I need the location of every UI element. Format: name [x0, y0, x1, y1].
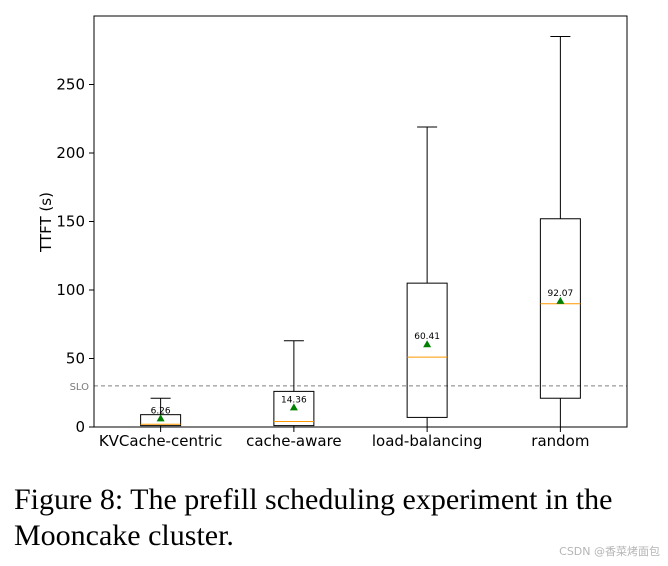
mean-label: 14.36	[281, 395, 307, 405]
slo-label: SLO	[70, 382, 90, 393]
y-tick-label: 100	[56, 281, 85, 299]
box-cache-aware: 14.36	[273, 340, 315, 428]
y-tick-label: 0	[75, 418, 85, 436]
box-plot-chart: SLO 0 50 100 150 200 250 6.26 KVCache-centric 14.…	[37, 15, 628, 450]
mean-label: 60.41	[414, 332, 440, 342]
y-tick-label: 200	[56, 144, 85, 162]
y-axis-label: TTFT (s)	[37, 192, 55, 253]
x-tick-label: random	[531, 432, 589, 450]
plot-frame	[93, 15, 628, 428]
mean-label: 92.07	[547, 289, 573, 299]
iqr-box	[539, 218, 581, 399]
box-load-balancing: 60.41	[406, 126, 448, 428]
mean-marker	[556, 296, 565, 304]
x-tick-label: cache-aware	[246, 432, 342, 450]
box-random: 92.07	[539, 36, 581, 428]
iqr-box	[406, 282, 448, 418]
mean-marker	[423, 340, 432, 348]
y-tick-label: 250	[56, 76, 85, 94]
box-kvcache-centric: 6.26	[140, 397, 182, 428]
x-tick-label: KVCache-centric	[99, 432, 223, 450]
mean-marker	[289, 403, 298, 411]
y-tick-label: 150	[56, 213, 85, 231]
x-tick-label: load-balancing	[372, 432, 483, 450]
figure-caption: Figure 8: The prefill scheduling experim…	[14, 483, 613, 552]
iqr-box	[273, 390, 315, 427]
y-tick-label: 50	[66, 350, 85, 368]
mean-marker	[156, 414, 165, 422]
mean-label: 6.26	[151, 406, 171, 416]
watermark: CSDN @香菜烤面包	[559, 545, 660, 558]
